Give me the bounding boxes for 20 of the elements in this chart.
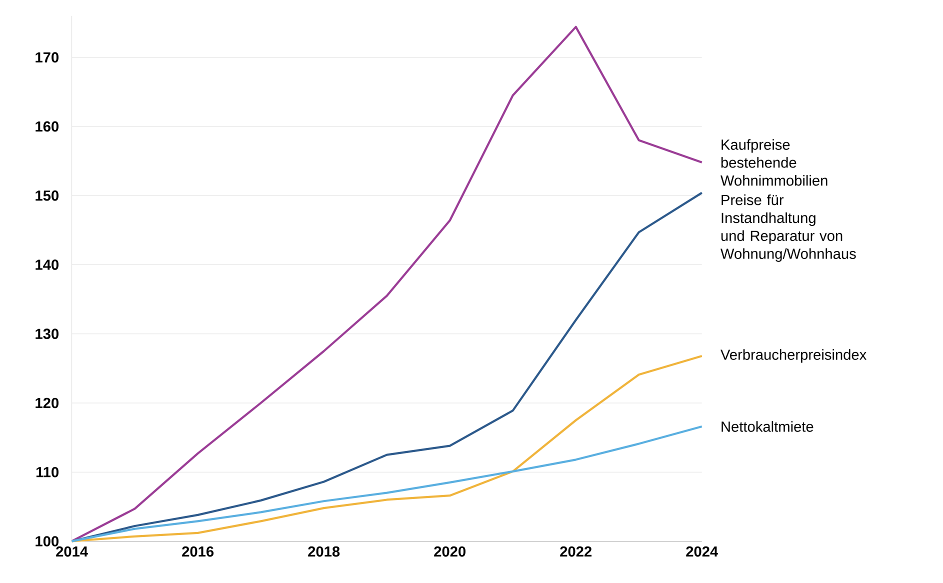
y-tick-label: 170	[36, 52, 59, 63]
series-label: Kaufpreise bestehende Wohnimmobilien	[720, 139, 828, 186]
line-series	[70, 26, 703, 542]
x-tick-label: 2024	[686, 546, 718, 557]
x-tick-label: 2020	[434, 546, 466, 557]
y-tick-label: 130	[36, 328, 59, 340]
y-tick-label: 150	[36, 190, 59, 201]
line-series	[70, 426, 703, 542]
x-tick-label: 2016	[182, 546, 214, 557]
series-label: Preise für Instandhaltung und Reparatur von Wohnung/Wohnhaus	[720, 194, 856, 262]
y-tick-label: 100	[36, 536, 59, 546]
x-tick-label: 2022	[560, 546, 592, 557]
y-tick-label: 160	[36, 121, 59, 132]
y-tick-label: 140	[36, 260, 59, 270]
y-tick-label: 110	[36, 467, 59, 478]
series-label: Verbraucherpreisindex	[720, 349, 866, 363]
x-tick-label: 2018	[308, 546, 340, 557]
y-tick-label: 120	[36, 398, 59, 408]
series-label: Nettokaltmiete	[722, 421, 814, 432]
x-tick-label: 2014	[56, 546, 88, 557]
